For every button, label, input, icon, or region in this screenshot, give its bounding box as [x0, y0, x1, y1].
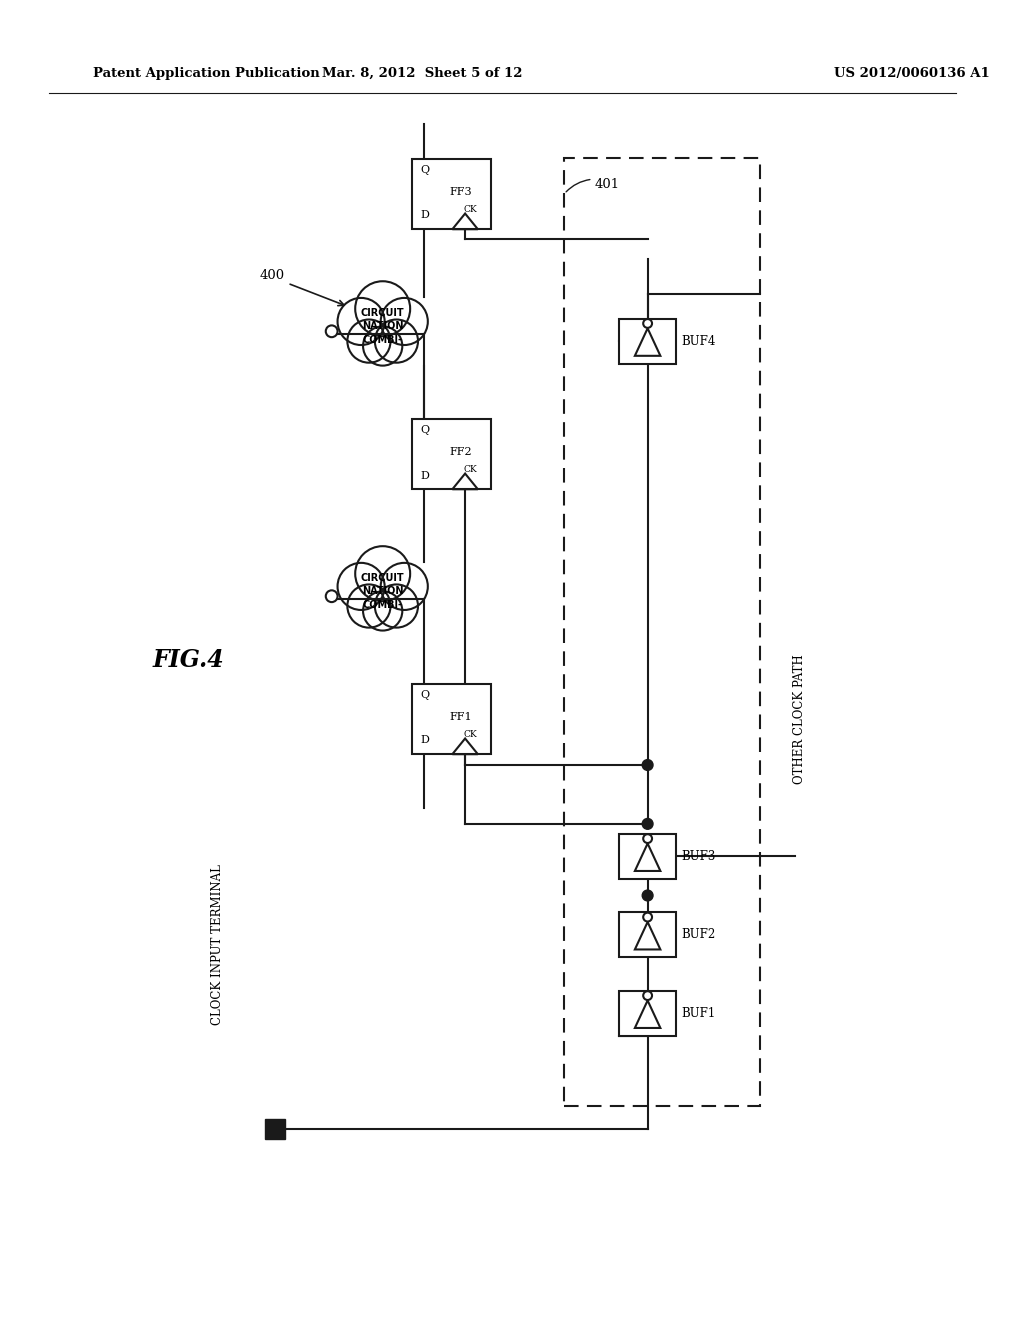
Bar [620, 912, 676, 957]
Circle shape [347, 585, 390, 627]
Circle shape [375, 319, 418, 363]
Text: D: D [420, 735, 429, 746]
Text: CK: CK [463, 205, 477, 214]
Text: OTHER CLOCK PATH: OTHER CLOCK PATH [794, 653, 806, 784]
Text: 401: 401 [595, 178, 620, 190]
Text: CIRCUIT: CIRCUIT [360, 573, 404, 582]
Text: BUF1: BUF1 [681, 1007, 715, 1020]
Circle shape [338, 562, 385, 610]
Bar [564, 157, 761, 1106]
Text: D: D [420, 470, 429, 480]
Text: Patent Application Publication: Patent Application Publication [93, 67, 319, 79]
Bar [620, 991, 676, 1036]
Circle shape [642, 759, 653, 771]
Text: D: D [420, 210, 429, 220]
Text: 400: 400 [260, 269, 285, 282]
Circle shape [364, 591, 402, 631]
Text: CLOCK INPUT TERMINAL: CLOCK INPUT TERMINAL [211, 865, 224, 1026]
Circle shape [642, 818, 653, 829]
Circle shape [355, 281, 411, 337]
Text: FF1: FF1 [450, 711, 472, 722]
Text: Q: Q [420, 165, 429, 176]
Circle shape [381, 562, 428, 610]
Text: Q: Q [420, 690, 429, 701]
Text: NATION: NATION [361, 586, 403, 597]
Text: NATION: NATION [361, 321, 403, 331]
Circle shape [338, 298, 385, 345]
Text: BUF4: BUF4 [681, 334, 716, 347]
Circle shape [347, 319, 390, 363]
Circle shape [381, 298, 428, 345]
Text: FF3: FF3 [450, 187, 472, 197]
Bar [412, 684, 490, 754]
Bar [412, 418, 490, 490]
Bar [620, 834, 676, 879]
Text: COMBI-: COMBI- [362, 601, 402, 610]
Text: COMBI-: COMBI- [362, 335, 402, 345]
Circle shape [364, 326, 402, 366]
Text: US 2012/0060136 A1: US 2012/0060136 A1 [835, 67, 990, 79]
Text: FF2: FF2 [450, 447, 472, 457]
Text: FIG.4: FIG.4 [153, 648, 224, 672]
Text: CK: CK [463, 465, 477, 474]
Circle shape [355, 546, 411, 601]
Text: BUF2: BUF2 [681, 928, 715, 941]
Circle shape [375, 585, 418, 627]
Text: CK: CK [463, 730, 477, 739]
Text: CIRCUIT: CIRCUIT [360, 308, 404, 318]
Bar [620, 318, 676, 364]
Bar [412, 158, 490, 230]
Text: Q: Q [420, 425, 429, 436]
Text: BUF3: BUF3 [681, 850, 716, 863]
Text: Mar. 8, 2012  Sheet 5 of 12: Mar. 8, 2012 Sheet 5 of 12 [322, 67, 522, 79]
Bar [265, 1119, 285, 1139]
Circle shape [642, 890, 653, 900]
